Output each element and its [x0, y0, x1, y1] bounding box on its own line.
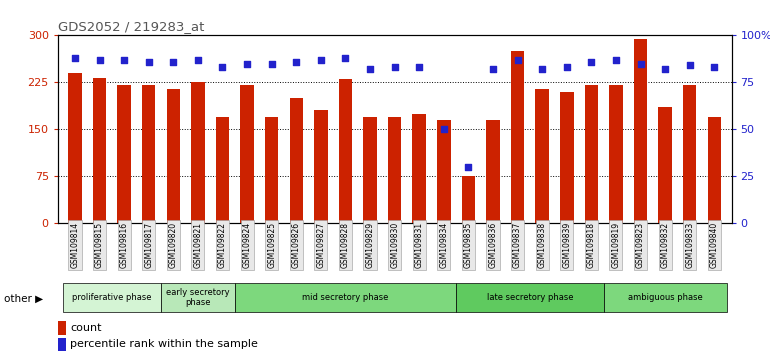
Bar: [142, 85, 156, 223]
Point: [315, 57, 327, 63]
Bar: [535, 88, 549, 223]
Bar: [265, 117, 279, 223]
Text: GSM109825: GSM109825: [267, 222, 276, 268]
Point: [511, 57, 524, 63]
Text: other ▶: other ▶: [4, 294, 43, 304]
Point: [266, 61, 278, 67]
Text: count: count: [70, 323, 102, 333]
Bar: [166, 88, 180, 223]
Text: GSM109834: GSM109834: [440, 222, 448, 268]
Bar: [456, 283, 604, 312]
Point: [290, 59, 303, 64]
Bar: [609, 85, 623, 223]
Bar: [437, 120, 450, 223]
Point: [388, 64, 400, 70]
Point: [142, 59, 155, 64]
Point: [536, 66, 548, 72]
Bar: [93, 78, 106, 223]
Text: GSM109818: GSM109818: [587, 222, 596, 268]
Text: GSM109817: GSM109817: [144, 222, 153, 268]
Point: [413, 64, 425, 70]
Text: ambiguous phase: ambiguous phase: [628, 293, 702, 302]
Bar: [511, 51, 524, 223]
Point: [610, 57, 622, 63]
Text: mid secretory phase: mid secretory phase: [303, 293, 389, 302]
Text: GSM109824: GSM109824: [243, 222, 252, 268]
Text: GSM109830: GSM109830: [390, 222, 399, 268]
Bar: [339, 79, 352, 223]
Text: proliferative phase: proliferative phase: [72, 293, 152, 302]
Text: late secretory phase: late secretory phase: [487, 293, 573, 302]
Point: [340, 55, 352, 61]
Bar: [191, 82, 205, 223]
Point: [167, 59, 179, 64]
Text: GSM109816: GSM109816: [119, 222, 129, 268]
Text: early secretory
phase: early secretory phase: [166, 288, 229, 307]
Bar: [388, 117, 401, 223]
Text: GSM109814: GSM109814: [71, 222, 79, 268]
Bar: [62, 283, 161, 312]
Bar: [235, 283, 456, 312]
Text: GSM109829: GSM109829: [366, 222, 374, 268]
Bar: [69, 73, 82, 223]
Text: GSM109822: GSM109822: [218, 222, 227, 268]
Text: GSM109833: GSM109833: [685, 222, 695, 268]
Text: GSM109838: GSM109838: [537, 222, 547, 268]
Bar: [634, 39, 648, 223]
Point: [462, 164, 474, 170]
Text: percentile rank within the sample: percentile rank within the sample: [70, 339, 258, 349]
Bar: [363, 117, 377, 223]
Text: GSM109821: GSM109821: [193, 222, 203, 268]
Point: [118, 57, 130, 63]
Bar: [413, 114, 426, 223]
Bar: [604, 283, 727, 312]
Bar: [683, 85, 696, 223]
Text: GSM109839: GSM109839: [562, 222, 571, 268]
Point: [634, 61, 647, 67]
Point: [364, 66, 377, 72]
Bar: [117, 85, 131, 223]
Text: GSM109815: GSM109815: [95, 222, 104, 268]
Point: [216, 64, 229, 70]
Point: [93, 57, 105, 63]
Bar: [240, 85, 254, 223]
Text: GSM109837: GSM109837: [513, 222, 522, 268]
Bar: [58, 321, 66, 335]
Text: GSM109820: GSM109820: [169, 222, 178, 268]
Text: GSM109819: GSM109819: [611, 222, 621, 268]
Point: [487, 66, 499, 72]
Point: [192, 57, 204, 63]
Point: [241, 61, 253, 67]
Bar: [708, 117, 721, 223]
Point: [585, 59, 598, 64]
Point: [684, 63, 696, 68]
Text: GSM109832: GSM109832: [661, 222, 670, 268]
Point: [708, 64, 721, 70]
Point: [561, 64, 573, 70]
Bar: [314, 110, 327, 223]
Text: GSM109823: GSM109823: [636, 222, 645, 268]
Bar: [216, 117, 229, 223]
Text: GSM109835: GSM109835: [464, 222, 473, 268]
Text: GSM109840: GSM109840: [710, 222, 718, 268]
Bar: [161, 283, 235, 312]
Text: GSM109836: GSM109836: [488, 222, 497, 268]
Bar: [462, 176, 475, 223]
Point: [69, 55, 81, 61]
Point: [659, 66, 671, 72]
Bar: [486, 120, 500, 223]
Text: GSM109831: GSM109831: [415, 222, 424, 268]
Bar: [560, 92, 574, 223]
Text: GDS2052 / 219283_at: GDS2052 / 219283_at: [58, 20, 204, 33]
Bar: [584, 85, 598, 223]
Bar: [58, 338, 66, 351]
Text: GSM109827: GSM109827: [316, 222, 326, 268]
Point: [437, 126, 450, 132]
Text: GSM109826: GSM109826: [292, 222, 301, 268]
Bar: [658, 107, 672, 223]
Bar: [290, 98, 303, 223]
Text: GSM109828: GSM109828: [341, 222, 350, 268]
